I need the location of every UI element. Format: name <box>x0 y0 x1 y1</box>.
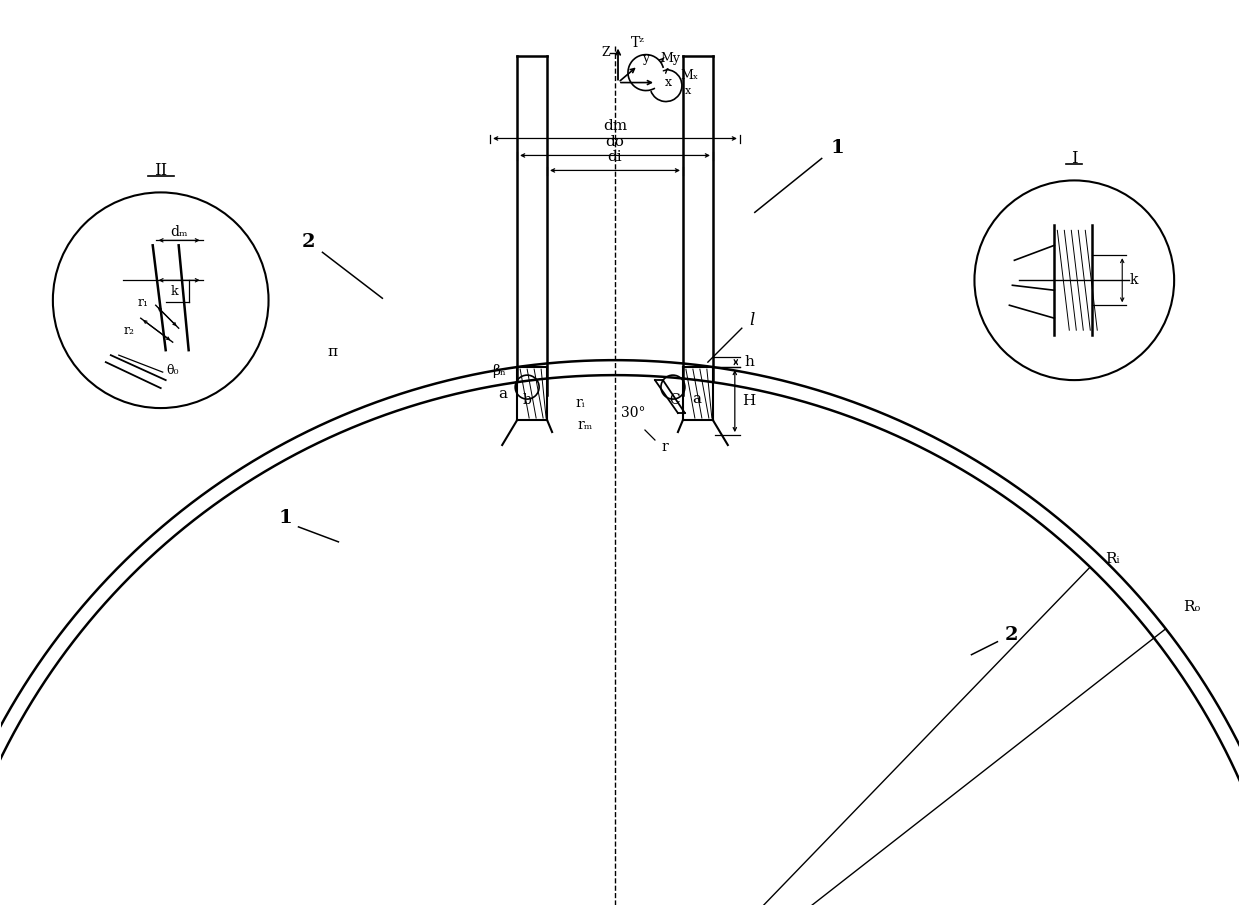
Text: C: C <box>670 393 681 407</box>
Text: rₘ: rₘ <box>578 418 593 432</box>
Text: Tᶻ: Tᶻ <box>631 35 645 50</box>
Text: b: b <box>523 393 532 407</box>
Text: a: a <box>692 391 702 406</box>
Text: βₙ: βₙ <box>492 364 506 378</box>
Text: θ₀: θ₀ <box>166 363 179 377</box>
Text: l: l <box>749 312 754 329</box>
Text: r₂: r₂ <box>123 323 134 337</box>
Text: a: a <box>498 387 507 400</box>
Text: di: di <box>608 150 622 165</box>
Text: I: I <box>1071 150 1078 167</box>
Text: rᵢ: rᵢ <box>575 396 585 410</box>
Text: 1: 1 <box>279 509 293 527</box>
Text: x: x <box>684 85 691 95</box>
Text: 2: 2 <box>1004 626 1018 644</box>
Text: k: k <box>1130 274 1138 287</box>
Text: H: H <box>743 394 755 408</box>
Text: π: π <box>327 345 337 359</box>
Text: h: h <box>745 355 755 369</box>
Text: 30°: 30° <box>621 406 645 420</box>
Text: Mₓ: Mₓ <box>681 69 699 82</box>
Text: dm: dm <box>603 119 627 132</box>
Text: r₁: r₁ <box>138 295 149 309</box>
Text: 1: 1 <box>831 140 844 158</box>
Text: do: do <box>605 136 625 149</box>
Text: 2: 2 <box>301 234 315 251</box>
Text: r: r <box>662 440 668 454</box>
Text: Rₒ: Rₒ <box>1183 600 1200 613</box>
Text: y: y <box>642 53 650 65</box>
Text: k: k <box>171 284 179 298</box>
Text: II: II <box>154 162 167 178</box>
Text: x: x <box>665 76 671 89</box>
Text: My: My <box>660 53 680 65</box>
Text: Rᵢ: Rᵢ <box>1105 552 1120 566</box>
Text: dₘ: dₘ <box>170 226 187 239</box>
Text: Z: Z <box>601 46 610 59</box>
